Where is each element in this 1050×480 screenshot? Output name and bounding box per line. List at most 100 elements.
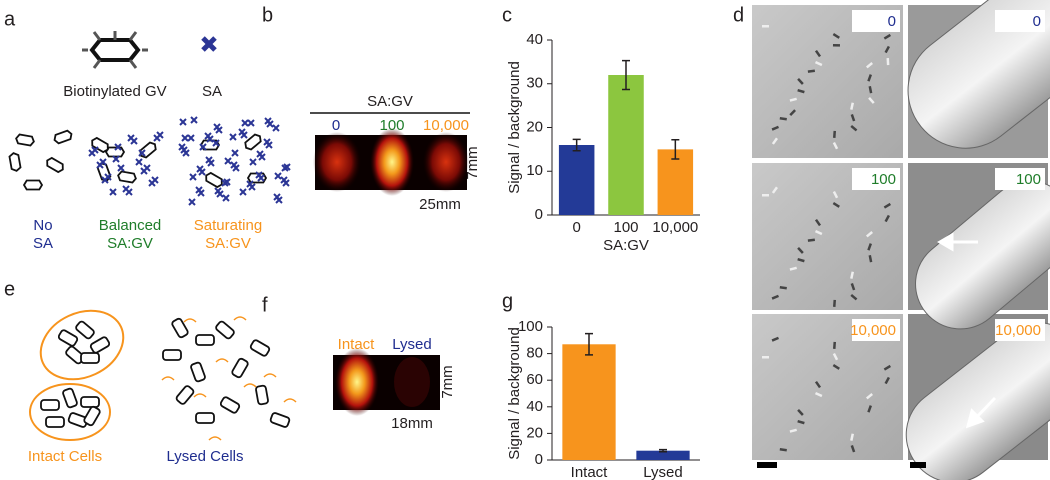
sa xyxy=(223,178,231,186)
em-particle xyxy=(789,109,796,117)
em-particle xyxy=(850,444,856,453)
em-particle xyxy=(850,271,854,279)
em-particle xyxy=(832,44,840,47)
y-axis-label: Signal / background xyxy=(506,327,523,460)
sa xyxy=(117,164,125,172)
cell xyxy=(175,385,195,405)
error-bar xyxy=(572,138,581,152)
sa xyxy=(282,179,290,187)
gv-label: Biotinylated GV xyxy=(63,83,166,100)
em-particle xyxy=(771,294,779,300)
sa xyxy=(283,163,291,171)
sa xyxy=(257,174,265,182)
sa xyxy=(247,119,255,127)
em-label: 0 xyxy=(888,13,896,30)
sa xyxy=(189,173,197,181)
condition-label: SA:GV xyxy=(107,235,153,252)
em-particle xyxy=(797,420,805,425)
sa xyxy=(274,172,282,180)
em-particle xyxy=(865,62,873,69)
em-particle xyxy=(883,33,891,40)
condition-label: Balanced xyxy=(99,217,162,234)
y-tick-label: 0 xyxy=(535,451,543,468)
em-particle xyxy=(833,299,836,307)
membrane xyxy=(161,376,175,381)
error-bar xyxy=(659,448,667,453)
em-particle xyxy=(850,102,854,110)
gv xyxy=(8,152,22,172)
cell xyxy=(162,349,182,361)
bar xyxy=(562,344,616,460)
y-tick-label: 40 xyxy=(526,31,543,48)
bar xyxy=(636,450,690,460)
sa xyxy=(190,116,198,124)
membrane xyxy=(208,436,222,441)
label-box xyxy=(995,10,1045,32)
cell xyxy=(219,396,241,414)
sa xyxy=(215,126,223,134)
panel-letter: a xyxy=(4,8,16,30)
sa xyxy=(275,196,283,204)
sa-label: SA xyxy=(202,83,222,100)
y-tick-label: 60 xyxy=(526,371,543,388)
x-tick-label: Intact xyxy=(571,464,609,480)
panel-e: Intact Cells Lysed Cells xyxy=(28,309,297,465)
em-particle xyxy=(762,356,769,359)
sa xyxy=(112,155,120,163)
y-tick-label: 20 xyxy=(526,118,543,135)
sa xyxy=(104,173,112,181)
em-particle xyxy=(833,341,836,349)
sa xyxy=(232,164,240,172)
arrows xyxy=(937,232,997,429)
em-particle xyxy=(789,97,798,102)
em-particle xyxy=(850,282,856,291)
em-particle xyxy=(850,433,854,441)
condition-label: SA xyxy=(33,235,53,252)
sa xyxy=(91,146,99,154)
em-particle xyxy=(807,69,815,73)
em-particle xyxy=(814,381,822,389)
em-particle xyxy=(814,219,822,227)
em-particle xyxy=(867,405,872,413)
sa xyxy=(240,131,248,139)
cell xyxy=(45,416,65,428)
em-label: 10,000 xyxy=(995,322,1041,339)
y-tick-label: 80 xyxy=(526,345,543,362)
em-particle xyxy=(771,336,780,342)
sa xyxy=(231,149,239,157)
gv-icon xyxy=(89,38,141,62)
ratio-label: 0 xyxy=(332,117,340,134)
em-particle xyxy=(779,448,787,452)
cell xyxy=(249,339,271,357)
em-particle xyxy=(814,60,823,67)
x-tick-label: 0 xyxy=(572,219,580,236)
membrane xyxy=(193,393,207,398)
membrane xyxy=(263,373,277,378)
error-bar xyxy=(585,332,593,356)
cell xyxy=(215,320,235,340)
cell-label: Lysed Cells xyxy=(167,448,244,465)
em-particle xyxy=(771,125,779,131)
sa xyxy=(199,143,207,151)
em-particle xyxy=(832,142,839,150)
sa xyxy=(197,189,205,197)
panel-b: SA:GV 0 100 10,000 7mm 25mm xyxy=(310,93,481,213)
em-particle xyxy=(850,125,858,132)
ratio-label: 10,000 xyxy=(423,117,469,134)
sa xyxy=(216,190,224,198)
y-tick-label: 40 xyxy=(526,398,543,415)
y-tick-label: 10 xyxy=(526,162,543,179)
sa xyxy=(249,158,257,166)
em-particle xyxy=(814,50,822,58)
scale-bar xyxy=(757,462,777,468)
sample-label: Lysed xyxy=(392,336,431,353)
sa xyxy=(258,153,266,161)
scale-label: 18mm xyxy=(391,415,433,432)
sa xyxy=(266,120,274,128)
condition-label: No xyxy=(33,217,52,234)
ratio-header: SA:GV xyxy=(367,93,413,110)
sa xyxy=(224,157,232,165)
ultrasound-image xyxy=(313,128,469,196)
